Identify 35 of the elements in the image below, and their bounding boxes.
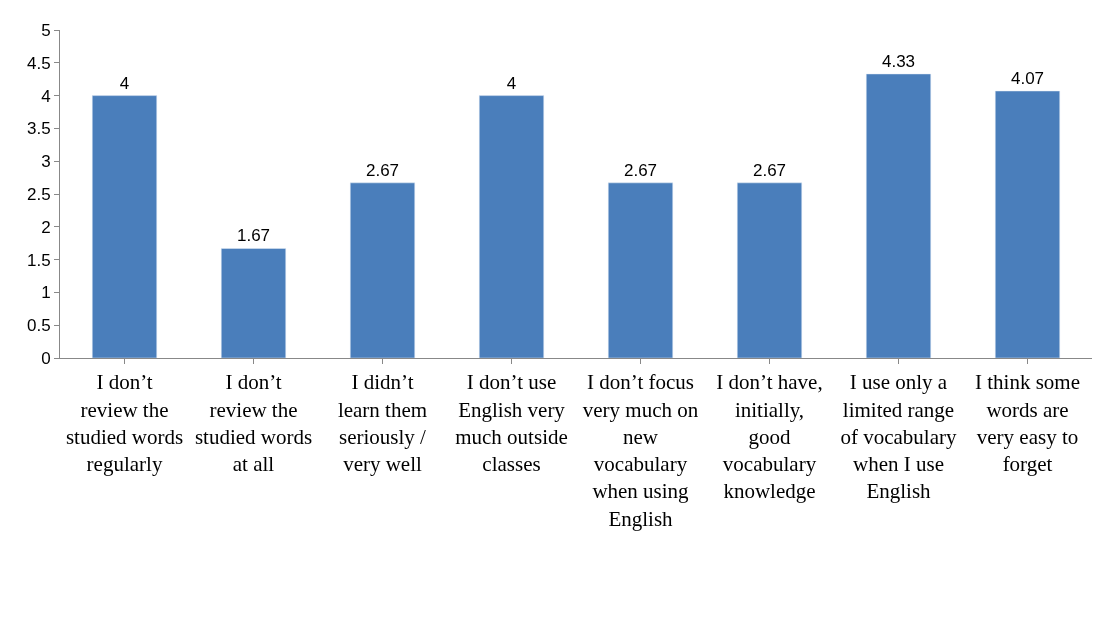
- data-label: 2.67: [752, 160, 787, 180]
- x-tick-label: I didn’t learn them seriously / very well: [337, 370, 428, 477]
- y-tick-label: 5: [41, 20, 51, 40]
- data-label: 2.67: [623, 160, 658, 180]
- y-tick-label: 4.5: [26, 53, 51, 73]
- y-tick-label: 4: [41, 86, 51, 106]
- x-tick-label: I don’t review the studied words at all: [194, 370, 313, 477]
- y-tick-label: 1: [41, 283, 51, 303]
- bar: [479, 95, 544, 358]
- y-tick-label: 2.5: [26, 184, 51, 204]
- data-label: 4.07: [1010, 69, 1045, 89]
- y-tick-label: 3.5: [26, 119, 51, 139]
- data-label: 4: [119, 73, 130, 93]
- bar: [866, 73, 931, 358]
- bar: [608, 182, 673, 358]
- bar: [221, 248, 286, 358]
- data-label: 4.33: [881, 51, 916, 71]
- bar: [92, 95, 157, 358]
- x-tick-label: I don’t review the studied words regularly: [65, 370, 184, 477]
- x-tick-label: I use only a limited range of vocabulary when I use English: [840, 370, 958, 504]
- x-tick-label: I don’t focus very much on new vocabulary when using English: [582, 370, 699, 531]
- y-tick-label: 0: [41, 348, 51, 368]
- bar: [737, 182, 802, 358]
- data-label: 4: [506, 73, 517, 93]
- bar: [995, 90, 1060, 358]
- y-tick-label: 2: [41, 217, 51, 237]
- x-tick-label: I don’t use English very much outside classes: [455, 370, 568, 477]
- y-tick-label: 3: [41, 152, 51, 172]
- data-label: 1.67: [236, 226, 271, 246]
- x-tick-label: I think some words are very easy to forget: [975, 370, 1080, 477]
- data-label: 2.67: [365, 160, 400, 180]
- y-tick-label: 0.5: [26, 316, 51, 336]
- x-tick-label: I don’t have, initially, good vocabulary knowledge: [716, 370, 823, 504]
- bar: [350, 182, 415, 358]
- y-tick-label: 1.5: [26, 250, 51, 270]
